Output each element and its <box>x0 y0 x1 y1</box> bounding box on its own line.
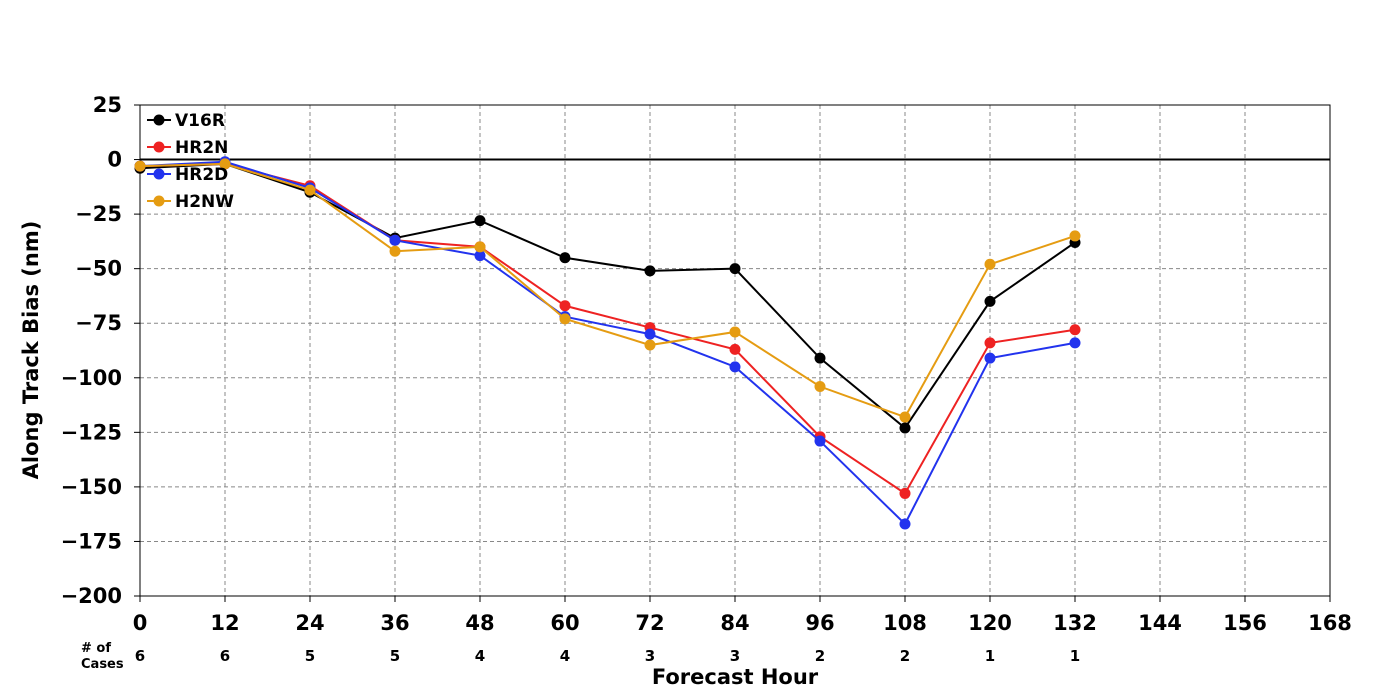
series-h2nw <box>134 158 1081 423</box>
data-point <box>304 184 316 196</box>
y-tick-label: −25 <box>75 202 122 226</box>
data-point <box>389 234 401 246</box>
x-tick-label: 120 <box>968 611 1012 635</box>
x-tick-label: 72 <box>635 611 664 635</box>
data-point <box>1069 230 1081 242</box>
cases-count: 4 <box>560 647 570 665</box>
x-tick-label: 12 <box>210 611 239 635</box>
data-point <box>899 411 911 423</box>
data-point <box>559 313 571 325</box>
y-tick-label: −125 <box>61 420 122 444</box>
series-v16r <box>134 158 1081 434</box>
data-point <box>474 241 486 253</box>
data-point <box>984 295 996 307</box>
y-tick-label: −200 <box>61 584 122 608</box>
cases-count: 1 <box>1070 647 1080 665</box>
data-point <box>644 339 656 351</box>
y-tick-label: −50 <box>75 257 122 281</box>
x-tick-label: 96 <box>805 611 834 635</box>
data-point <box>134 160 146 172</box>
data-point <box>1069 337 1081 349</box>
series-line <box>139 160 1076 526</box>
y-axis-ticks: 25 0 −25 −50 −75 −100 −125 −150 −175 −200 <box>61 93 140 608</box>
legend-marker <box>153 168 165 180</box>
cases-count: 6 <box>220 647 230 665</box>
data-point <box>729 263 741 275</box>
x-axis-title: Forecast Hour <box>652 665 819 689</box>
x-tick-label: 132 <box>1053 611 1097 635</box>
x-tick-label: 156 <box>1223 611 1267 635</box>
x-tick-label: 108 <box>883 611 927 635</box>
data-point <box>559 252 571 264</box>
x-tick-label: 36 <box>380 611 409 635</box>
data-point <box>474 215 486 227</box>
data-point <box>389 245 401 257</box>
data-point <box>984 352 996 364</box>
x-axis-ticks: 0 12 24 36 48 60 72 84 96 108 120 132 144 156 168 <box>133 596 1352 635</box>
data-point <box>984 337 996 349</box>
x-tick-label: 84 <box>720 611 749 635</box>
cases-title-line1: # of <box>81 641 111 656</box>
y-tick-label: −175 <box>61 529 122 553</box>
cases-count: 6 <box>135 647 145 665</box>
data-point <box>219 158 231 170</box>
legend-label: HR2D <box>175 165 228 185</box>
legend-label: HR2N <box>175 138 228 158</box>
data-point <box>899 487 911 499</box>
data-point <box>729 361 741 373</box>
cases-count: 5 <box>305 647 315 665</box>
data-point <box>899 518 911 530</box>
x-tick-label: 60 <box>550 611 579 635</box>
series-layer <box>134 156 1081 530</box>
data-point <box>814 381 826 393</box>
series-hr2d <box>134 156 1081 530</box>
x-tick-label: 24 <box>295 611 324 635</box>
x-tick-label: 168 <box>1308 611 1352 635</box>
cases-row: # of Cases 6 6 5 5 4 4 3 3 2 2 1 1 <box>81 641 1080 672</box>
data-point <box>814 352 826 364</box>
legend-marker <box>153 195 165 207</box>
cases-count: 4 <box>475 647 485 665</box>
legend-label: H2NW <box>175 192 234 212</box>
data-point <box>814 435 826 447</box>
x-tick-label: 48 <box>465 611 494 635</box>
legend-marker <box>153 114 165 126</box>
cases-count: 3 <box>645 647 655 665</box>
y-tick-label: 25 <box>93 93 122 117</box>
cases-count: 1 <box>985 647 995 665</box>
cases-title-line2: Cases <box>81 657 124 672</box>
y-tick-label: −100 <box>61 366 122 390</box>
data-point <box>1069 324 1081 336</box>
y-tick-label: 0 <box>107 148 122 172</box>
series-line <box>139 162 1076 419</box>
cases-count: 2 <box>900 647 910 665</box>
series-hr2n <box>134 158 1081 499</box>
data-point <box>559 300 571 312</box>
cases-count: 5 <box>390 647 400 665</box>
legend-item-hr2n: HR2N <box>147 138 228 158</box>
y-axis-title: Along Track Bias (nm) <box>19 221 43 480</box>
legend-item-v16r: V16R <box>147 111 225 131</box>
data-point <box>644 265 656 277</box>
cases-count: 3 <box>730 647 740 665</box>
legend-label: V16R <box>175 111 225 131</box>
data-point <box>644 328 656 340</box>
cases-count: 2 <box>815 647 825 665</box>
data-point <box>984 258 996 270</box>
legend-item-hr2d: HR2D <box>147 165 228 185</box>
x-tick-label: 0 <box>133 611 148 635</box>
data-point <box>729 326 741 338</box>
y-tick-label: −150 <box>61 475 122 499</box>
series-line <box>139 162 1076 430</box>
data-point <box>729 343 741 355</box>
series-line <box>139 162 1076 495</box>
y-tick-label: −75 <box>75 311 122 335</box>
x-tick-label: 144 <box>1138 611 1182 635</box>
data-point <box>899 422 911 434</box>
data-point <box>474 250 486 262</box>
legend-item-h2nw: H2NW <box>147 192 234 212</box>
legend-marker <box>153 141 165 153</box>
legend: V16R HR2N HR2D H2NW <box>147 111 234 212</box>
